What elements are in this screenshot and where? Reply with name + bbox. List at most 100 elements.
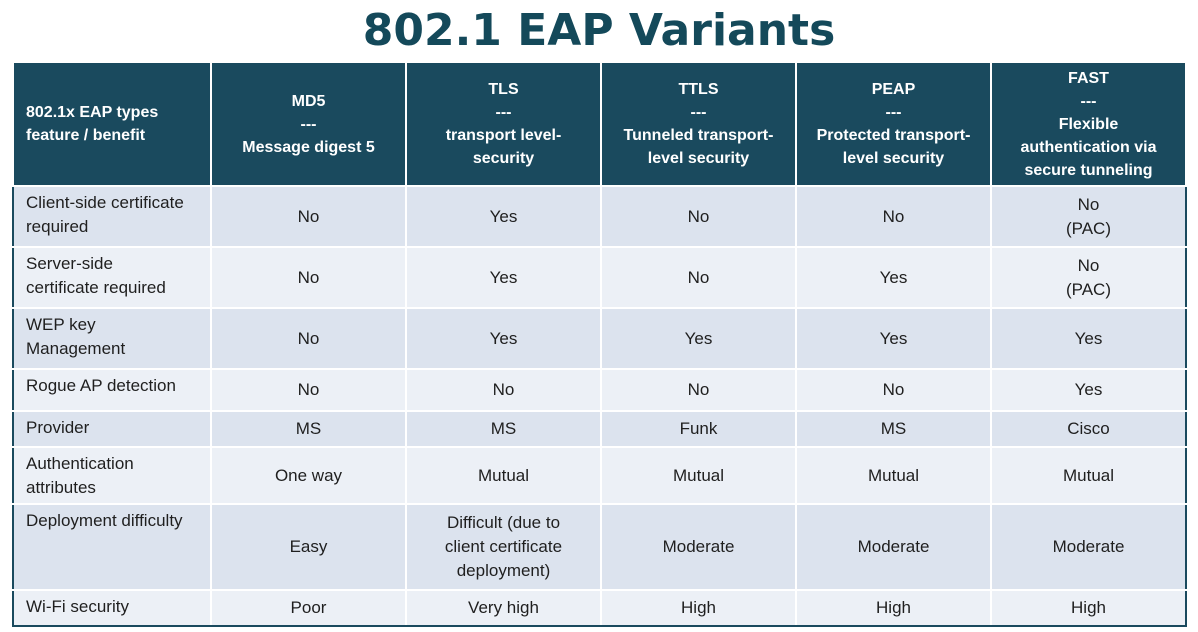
cell-md5: No [210, 185, 407, 248]
cell-fast: No (PAC) [990, 185, 1187, 248]
cell-md5: Poor [210, 589, 407, 627]
cell-line: Poor [290, 598, 327, 617]
cell-ttls: Yes [600, 307, 797, 370]
cell-line: Easy [289, 537, 328, 556]
cell-tls: Difficult (due to client certificate dep… [405, 503, 602, 591]
cell-fast: Yes [990, 307, 1187, 370]
header-line: --- [300, 115, 317, 133]
cell-ttls: No [600, 185, 797, 248]
header-tls: TLS --- transport level- security [405, 61, 602, 187]
header-feature: 802.1x EAP types feature / benefit [12, 61, 212, 187]
row-feature: Authentication attributes [12, 446, 212, 505]
cell-fast: High [990, 589, 1187, 627]
cell-md5: No [210, 246, 407, 309]
cell-fast: Yes [990, 368, 1187, 412]
cell-line: Yes [489, 267, 518, 287]
cell-fast: No (PAC) [990, 246, 1187, 309]
feature-line: Client-side certificate [26, 193, 184, 212]
cell-peap: Yes [795, 246, 992, 309]
header-line: Tunneled transport- [623, 127, 774, 144]
table-row: Provider MS MS Funk MS Cisco [12, 410, 1187, 448]
cell-line: No [1077, 255, 1100, 275]
cell-line: Difficult (due to [446, 513, 561, 532]
cell-line: Yes [879, 267, 908, 287]
cell-fast: Moderate [990, 503, 1187, 591]
header-line: MD5 [291, 92, 326, 110]
cell-ttls: High [600, 589, 797, 627]
cell-line: MS [490, 419, 517, 438]
header-line: --- [1080, 92, 1097, 110]
header-line: Protected transport- [816, 127, 971, 144]
row-feature: Client-side certificate required [12, 185, 212, 248]
cell-line: Yes [879, 328, 908, 348]
cell-peap: Yes [795, 307, 992, 370]
cell-peap: MS [795, 410, 992, 448]
header-md5: MD5 --- Message digest 5 [210, 61, 407, 187]
feature-line: Management [26, 339, 126, 358]
table-row: Client-side certificate required No Yes … [12, 185, 1187, 248]
table-row: Wi-Fi security Poor Very high High High … [12, 589, 1187, 627]
cell-tls: Mutual [405, 446, 602, 505]
cell-line: deployment) [456, 561, 551, 580]
cell-tls: Yes [405, 307, 602, 370]
cell-line: Yes [489, 328, 518, 348]
row-feature: Server-side certificate required [12, 246, 212, 309]
cell-line: No [297, 206, 320, 226]
header-line: --- [690, 104, 707, 121]
header-line: TTLS [678, 81, 719, 98]
cell-line: Moderate [662, 537, 735, 556]
cell-line: No [687, 380, 710, 399]
cell-tls: No [405, 368, 602, 412]
header-line: level security [647, 150, 750, 167]
feature-line: Authentication [26, 454, 134, 473]
cell-line: MS [880, 419, 907, 438]
cell-line: Moderate [857, 537, 930, 556]
cell-ttls: Moderate [600, 503, 797, 591]
header-feature-line: feature / benefit [26, 127, 146, 144]
cell-line: No [882, 380, 905, 399]
row-feature: Deployment difficulty [12, 503, 212, 591]
cell-line: client certificate [444, 537, 563, 556]
feature-line: Provider [26, 418, 90, 437]
table-row: Rogue AP detection No No No No Yes [12, 368, 1187, 412]
feature-line: attributes [26, 478, 96, 497]
cell-line: High [681, 598, 716, 617]
cell-line: Yes [489, 206, 518, 226]
row-feature: Wi-Fi security [12, 589, 212, 627]
header-feature-line: 802.1x EAP types [26, 104, 159, 121]
cell-tls: MS [405, 410, 602, 448]
cell-peap: Mutual [795, 446, 992, 505]
table-header-row: 802.1x EAP types feature / benefit MD5 -… [12, 61, 1187, 187]
header-line: authentication via [1020, 138, 1157, 156]
feature-line: required [26, 217, 89, 236]
cell-line: One way [274, 465, 343, 485]
header-line: FAST [1068, 69, 1109, 87]
header-line: transport level- [445, 127, 562, 144]
cell-line: MS [295, 419, 322, 438]
cell-line: Mutual [672, 465, 725, 485]
cell-ttls: No [600, 368, 797, 412]
cell-fast: Mutual [990, 446, 1187, 505]
cell-line: No [687, 206, 710, 226]
cell-line: Yes [1074, 328, 1103, 348]
cell-line: No [492, 380, 515, 399]
table-row: WEP key Management No Yes Yes Yes Yes [12, 307, 1187, 370]
header-ttls: TTLS --- Tunneled transport- level secur… [600, 61, 797, 187]
header-line: security [472, 150, 535, 167]
cell-line: Very high [468, 598, 539, 617]
cell-line: No [297, 267, 320, 287]
cell-peap: High [795, 589, 992, 627]
cell-line: Mutual [867, 465, 920, 485]
cell-line: Yes [684, 328, 713, 348]
cell-md5: No [210, 307, 407, 370]
cell-line: Funk [679, 419, 718, 438]
cell-ttls: No [600, 246, 797, 309]
feature-line: certificate required [26, 278, 166, 297]
page-title: 802.1 EAP Variants [362, 5, 836, 56]
feature-line: Deployment difficulty [26, 511, 183, 530]
feature-line: Server-side [26, 254, 113, 273]
cell-md5: MS [210, 410, 407, 448]
cell-fast: Cisco [990, 410, 1187, 448]
cell-line: Yes [1074, 380, 1103, 399]
cell-tls: Yes [405, 246, 602, 309]
